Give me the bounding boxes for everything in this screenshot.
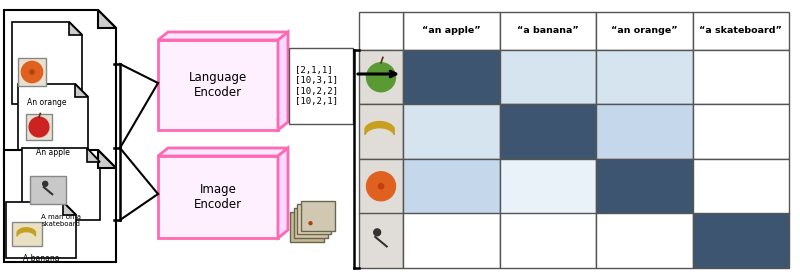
- FancyBboxPatch shape: [693, 12, 789, 50]
- FancyBboxPatch shape: [301, 201, 334, 231]
- Text: “a banana”: “a banana”: [517, 26, 578, 36]
- FancyBboxPatch shape: [693, 105, 789, 159]
- FancyBboxPatch shape: [499, 159, 596, 214]
- Circle shape: [374, 229, 381, 236]
- FancyBboxPatch shape: [158, 40, 278, 130]
- FancyBboxPatch shape: [693, 159, 789, 214]
- FancyBboxPatch shape: [294, 208, 327, 238]
- FancyBboxPatch shape: [18, 58, 46, 86]
- FancyBboxPatch shape: [359, 159, 403, 214]
- FancyBboxPatch shape: [12, 222, 42, 246]
- Circle shape: [309, 222, 312, 225]
- FancyBboxPatch shape: [359, 50, 403, 105]
- Text: Language
Encoder: Language Encoder: [189, 71, 247, 99]
- Circle shape: [29, 117, 49, 137]
- FancyBboxPatch shape: [359, 214, 403, 268]
- FancyBboxPatch shape: [693, 50, 789, 105]
- Polygon shape: [6, 202, 76, 258]
- FancyBboxPatch shape: [26, 114, 52, 140]
- FancyBboxPatch shape: [596, 50, 693, 105]
- FancyBboxPatch shape: [596, 105, 693, 159]
- Polygon shape: [158, 148, 288, 156]
- Polygon shape: [278, 32, 288, 130]
- Polygon shape: [4, 150, 116, 262]
- Circle shape: [30, 70, 34, 74]
- FancyBboxPatch shape: [297, 205, 331, 234]
- FancyBboxPatch shape: [359, 105, 403, 159]
- Circle shape: [366, 172, 395, 201]
- Circle shape: [302, 215, 318, 231]
- Circle shape: [366, 63, 395, 92]
- FancyBboxPatch shape: [499, 50, 596, 105]
- FancyBboxPatch shape: [596, 214, 693, 268]
- Polygon shape: [158, 32, 288, 40]
- FancyBboxPatch shape: [403, 214, 499, 268]
- Circle shape: [22, 61, 42, 83]
- FancyBboxPatch shape: [158, 156, 278, 238]
- FancyBboxPatch shape: [499, 214, 596, 268]
- FancyBboxPatch shape: [693, 214, 789, 268]
- FancyBboxPatch shape: [499, 105, 596, 159]
- Circle shape: [378, 184, 384, 189]
- Polygon shape: [4, 10, 116, 168]
- FancyBboxPatch shape: [596, 12, 693, 50]
- Polygon shape: [22, 148, 100, 220]
- Polygon shape: [70, 22, 82, 34]
- Text: “an orange”: “an orange”: [611, 26, 678, 36]
- Text: [2,1,1]
[10,3,1]
[10,2,2]
[10,2,1]: [2,1,1] [10,3,1] [10,2,2] [10,2,1]: [295, 66, 338, 106]
- Polygon shape: [278, 148, 288, 238]
- Text: A man on a
skateboard: A man on a skateboard: [41, 214, 81, 227]
- FancyBboxPatch shape: [30, 176, 66, 204]
- Polygon shape: [75, 84, 88, 97]
- FancyBboxPatch shape: [403, 159, 499, 214]
- FancyBboxPatch shape: [596, 159, 693, 214]
- FancyBboxPatch shape: [403, 50, 499, 105]
- Text: “an apple”: “an apple”: [422, 26, 481, 36]
- FancyBboxPatch shape: [403, 105, 499, 159]
- FancyBboxPatch shape: [499, 12, 596, 50]
- Polygon shape: [12, 22, 82, 104]
- Circle shape: [42, 181, 48, 186]
- FancyBboxPatch shape: [403, 12, 499, 50]
- FancyBboxPatch shape: [359, 12, 403, 50]
- Text: An apple: An apple: [36, 148, 70, 157]
- FancyBboxPatch shape: [290, 212, 324, 242]
- Polygon shape: [63, 202, 76, 215]
- Polygon shape: [18, 84, 88, 154]
- Polygon shape: [98, 10, 116, 28]
- FancyBboxPatch shape: [289, 48, 353, 124]
- Text: “a skateboard”: “a skateboard”: [699, 26, 782, 36]
- Text: An orange: An orange: [27, 98, 66, 107]
- Text: Image
Encoder: Image Encoder: [194, 183, 242, 211]
- Polygon shape: [98, 150, 116, 168]
- Polygon shape: [86, 148, 100, 161]
- Circle shape: [302, 220, 306, 224]
- Text: A banana: A banana: [22, 254, 59, 263]
